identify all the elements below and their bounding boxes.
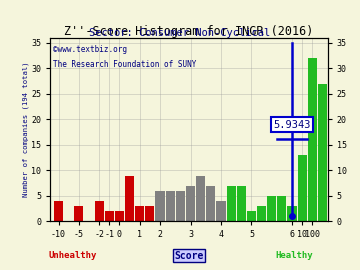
Bar [95,201,104,221]
Bar [318,84,327,221]
Bar [74,206,84,221]
Bar [135,206,144,221]
Bar [277,196,287,221]
Bar [226,186,236,221]
Bar [115,211,124,221]
Bar [298,155,307,221]
Text: The Research Foundation of SUNY: The Research Foundation of SUNY [53,60,197,69]
Y-axis label: Number of companies (194 total): Number of companies (194 total) [22,62,28,197]
Bar [176,191,185,221]
Bar [186,186,195,221]
Text: Sector: Consumer Non-Cyclical: Sector: Consumer Non-Cyclical [89,28,271,38]
Bar [216,201,226,221]
Bar [308,58,317,221]
Bar [206,186,215,221]
Bar [166,191,175,221]
Text: Healthy: Healthy [275,251,313,260]
Text: Score: Score [174,251,204,261]
Bar [145,206,154,221]
Bar [288,206,297,221]
Text: 5.9343: 5.9343 [273,120,311,130]
Bar [196,176,205,221]
Bar [247,211,256,221]
Bar [237,186,246,221]
Text: Unhealthy: Unhealthy [48,251,97,260]
Title: Z''-Score Histogram for INGR (2016): Z''-Score Histogram for INGR (2016) [64,25,314,38]
Bar [54,201,63,221]
Bar [105,211,114,221]
Bar [125,176,134,221]
Bar [267,196,276,221]
Bar [257,206,266,221]
Text: ©www.textbiz.org: ©www.textbiz.org [53,45,127,54]
Bar [156,191,165,221]
